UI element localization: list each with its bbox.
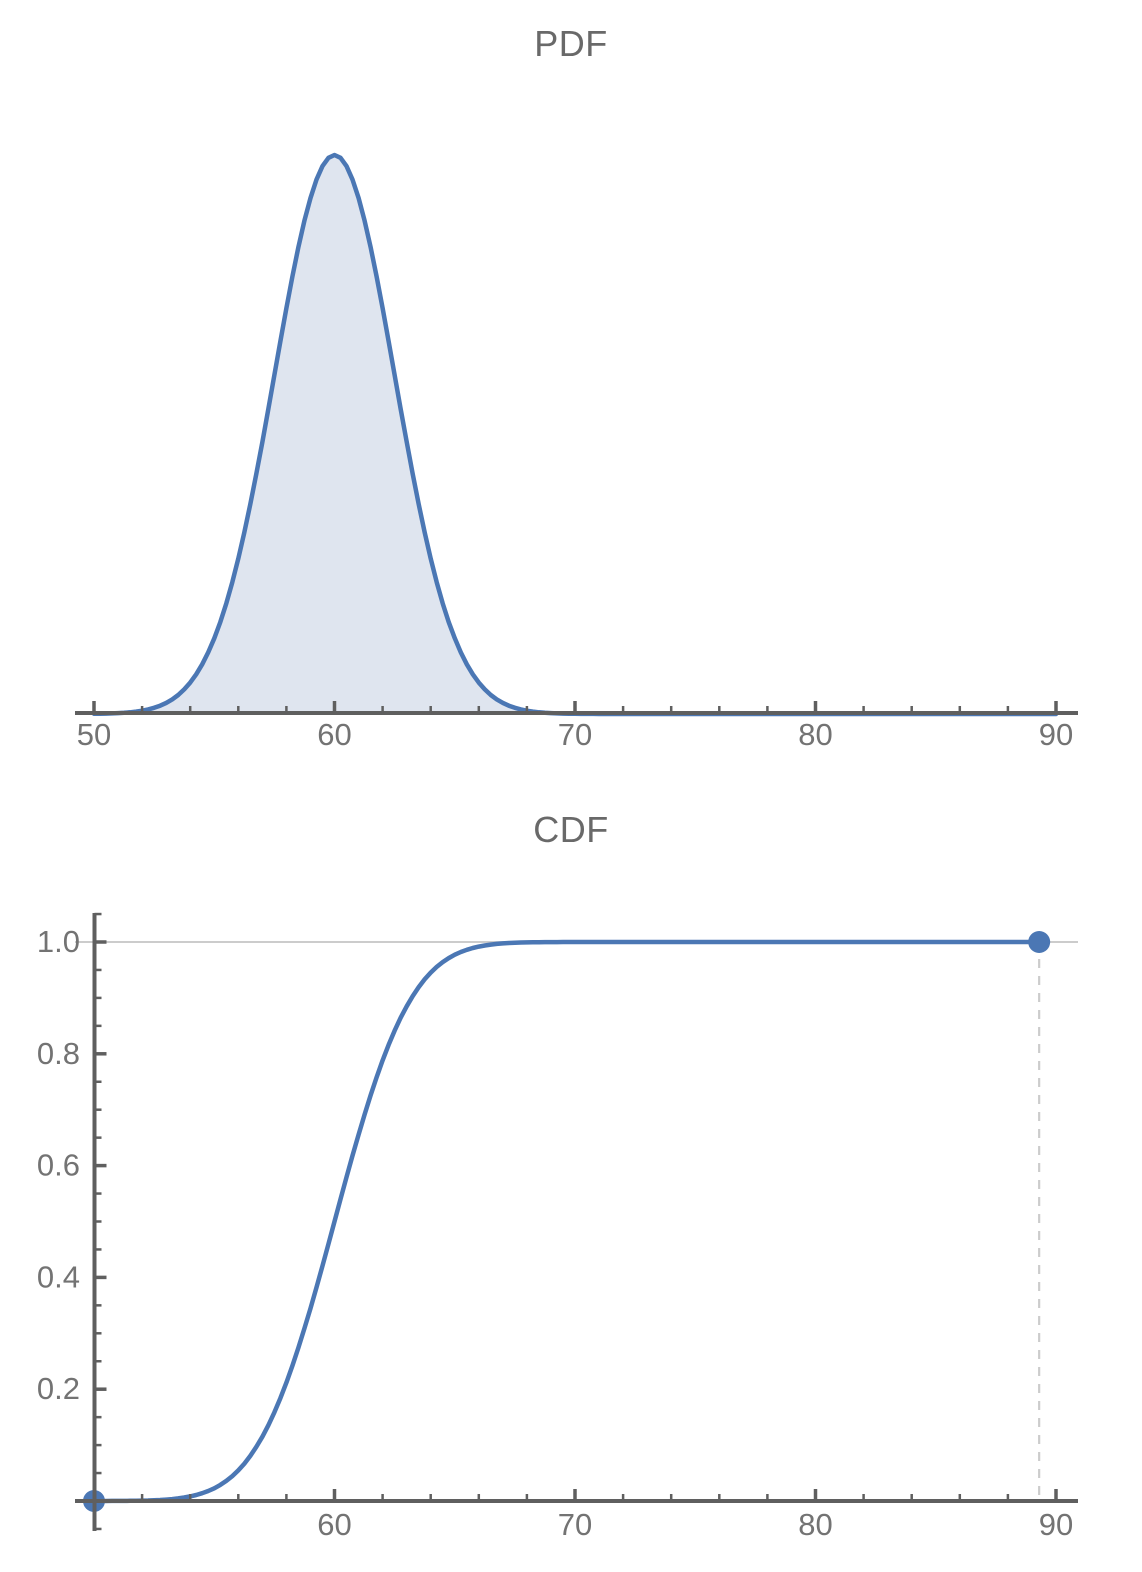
cdf-endpoint-dot-right — [1028, 931, 1051, 953]
cdf-curve — [91, 939, 1042, 1504]
pdf-x-tick-label: 90 — [1039, 717, 1073, 752]
cdf-title: CDF — [533, 809, 609, 850]
cdf-y-tick-label: 0.2 — [37, 1371, 80, 1406]
cdf-x-tick-label: 80 — [798, 1507, 832, 1542]
pdf-title: PDF — [534, 23, 608, 64]
pdf-x-tick-label: 50 — [77, 717, 111, 752]
cdf-y-tick-label: 0.6 — [37, 1148, 80, 1183]
cdf-x-tick-label: 90 — [1039, 1507, 1073, 1542]
cdf-y-tick-label: 0.8 — [37, 1036, 80, 1071]
cdf-y-tick-label: 0.4 — [37, 1259, 80, 1294]
pdf-area-fill — [94, 155, 1056, 714]
cdf-x-tick-label: 60 — [317, 1507, 351, 1542]
cdf-x-tick-label: 70 — [558, 1507, 592, 1542]
pdf-x-tick-label: 60 — [317, 717, 351, 752]
pdf-x-tick-label: 80 — [798, 717, 832, 752]
cdf-y-tick-label: 1.0 — [37, 924, 80, 959]
pdf-x-tick-label: 70 — [558, 717, 592, 752]
